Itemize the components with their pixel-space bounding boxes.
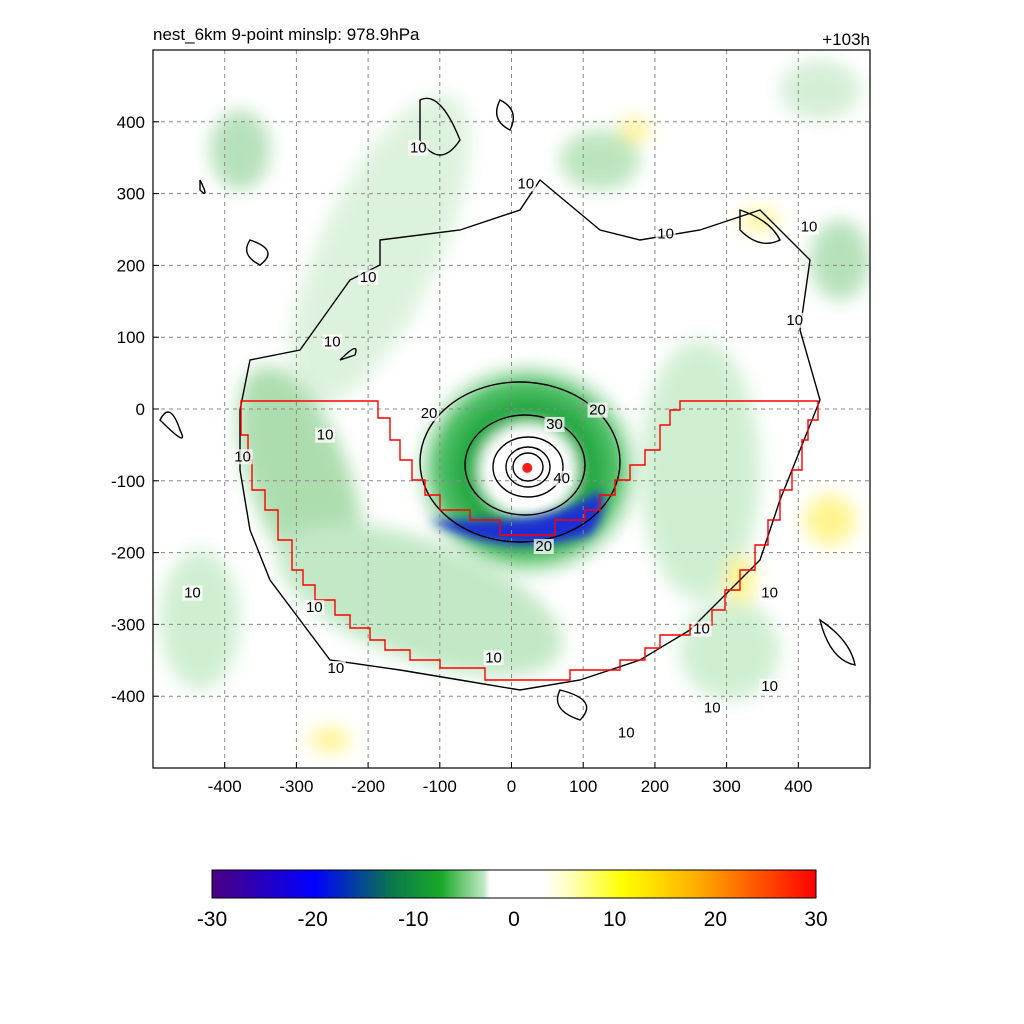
x-tick-label: 200 xyxy=(641,777,669,796)
y-tick-label: -400 xyxy=(111,687,145,706)
contour-30 xyxy=(464,414,586,516)
contour-label-bg xyxy=(784,312,805,328)
contour-label-bg xyxy=(616,725,637,741)
contour-label-bg xyxy=(759,679,780,695)
forecast-hour-label: +103h xyxy=(822,30,870,49)
contour-label-bg xyxy=(408,140,429,156)
contour-label: 10 xyxy=(234,448,251,465)
x-tick-label: 0 xyxy=(507,777,516,796)
contour-label: 10 xyxy=(761,678,778,695)
x-tick-label: -400 xyxy=(208,777,242,796)
y-tick-label: -100 xyxy=(111,472,145,491)
y-tick-label: 100 xyxy=(117,328,145,347)
contour-40 xyxy=(492,436,564,498)
contour-label: 10 xyxy=(786,312,803,329)
contour-label-bg xyxy=(419,406,440,422)
colorbar-gradient xyxy=(211,869,817,899)
contour-label-bg xyxy=(533,539,554,555)
colorbar-tick-label: -10 xyxy=(398,908,428,931)
contour-label: 10 xyxy=(704,700,721,717)
contour-label-bg xyxy=(655,226,676,242)
y-tick-label: 400 xyxy=(117,113,145,132)
contour-labels: 10 10 10 10 10 10 10 10 10 10 10 10 10 10 10 10 10 10 20 20… xyxy=(182,140,820,742)
colorbar-tick-label: 10 xyxy=(603,908,626,931)
contour-label: 20 xyxy=(421,405,438,422)
contour-label-bg xyxy=(304,600,325,616)
contour-label: 20 xyxy=(589,402,606,419)
contour-label-bg xyxy=(759,585,780,601)
x-tick-label: 400 xyxy=(784,777,812,796)
colorbar-tick-label: 30 xyxy=(804,908,827,931)
storm-center-marker xyxy=(522,462,533,473)
contour-label: 10 xyxy=(327,660,344,677)
contour-label-bg xyxy=(232,449,253,465)
colorbar-tick-label: -20 xyxy=(297,908,327,931)
contour-label: 10 xyxy=(324,333,341,350)
contour-label-bg xyxy=(702,700,723,716)
x-tick-label: -300 xyxy=(279,777,313,796)
contour-label-bg xyxy=(358,269,379,285)
x-tick-label: 100 xyxy=(569,777,597,796)
contour-label: 10 xyxy=(485,649,502,666)
y-tick-label: 300 xyxy=(117,185,145,204)
colorbar-tick-label: -30 xyxy=(197,908,227,931)
contour-label: 10 xyxy=(517,175,534,192)
contour-label-bg xyxy=(691,621,712,637)
contour-label-bg xyxy=(182,585,203,601)
y-tick-label: -200 xyxy=(111,544,145,563)
contour-label-bg xyxy=(551,470,572,486)
chart-title: nest_6km 9-point minslp: 978.9hPa xyxy=(153,25,420,44)
contour-label: 20 xyxy=(535,538,552,555)
contour-label-bg xyxy=(587,402,608,418)
colorbar-tick-label: 20 xyxy=(704,908,727,931)
contour-label: 30 xyxy=(546,416,563,433)
plot-area: 10 10 10 10 10 10 10 10 10 10 10 10 10 10 10 10 10 10 20 20… xyxy=(152,49,871,769)
colorbar-tick-label: 0 xyxy=(508,908,520,931)
contour-label: 10 xyxy=(618,725,635,742)
contour-label-bg xyxy=(799,219,820,235)
contour-label-bg xyxy=(515,176,536,192)
y-axis: 400 300 200 100 0 -100 -200 -300 -400 xyxy=(111,113,159,706)
contour-label: 10 xyxy=(306,599,323,616)
contour-label: 10 xyxy=(801,219,818,236)
contour-label: 10 xyxy=(657,226,674,243)
contour-label: 10 xyxy=(360,269,377,286)
x-tick-label: -100 xyxy=(423,777,457,796)
contour-label-bg xyxy=(315,427,336,443)
x-axis: -400 -300 -200 -100 0 100 200 300 400 xyxy=(208,762,812,796)
contour-label: 10 xyxy=(693,621,710,638)
contour-label: 40 xyxy=(553,470,570,487)
contour-20 xyxy=(419,381,621,543)
contour-label: 10 xyxy=(184,585,201,602)
y-tick-label: 200 xyxy=(117,256,145,275)
colorbar-ticks: -30 -20 -10 0 10 20 30 xyxy=(197,908,828,931)
contour-label: 10 xyxy=(410,140,427,157)
contour-label-bg xyxy=(483,650,504,666)
x-tick-label: -200 xyxy=(351,777,385,796)
y-tick-label: 0 xyxy=(136,400,145,419)
contour-label: 10 xyxy=(761,585,778,602)
contour-label-bg xyxy=(325,661,346,677)
x-tick-label: 300 xyxy=(712,777,740,796)
y-tick-label: -300 xyxy=(111,615,145,634)
colorbar: -30 -20 -10 0 10 20 30 xyxy=(197,869,828,931)
domain-boundary xyxy=(240,400,819,681)
contour-label: 10 xyxy=(317,427,334,444)
contour-label-bg xyxy=(322,334,343,350)
contour-label-bg xyxy=(544,416,565,432)
